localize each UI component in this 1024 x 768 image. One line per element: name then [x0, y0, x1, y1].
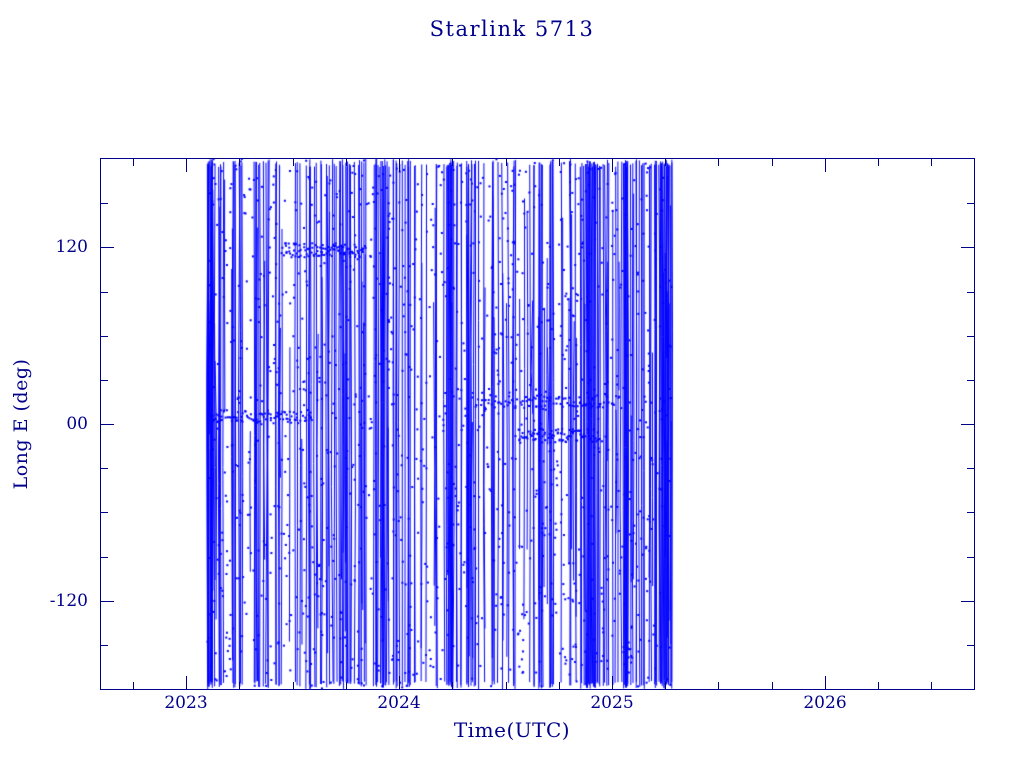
chart-title: Starlink 5713: [429, 17, 595, 41]
axis-tick: [825, 159, 826, 172]
plot-data-canvas: [101, 159, 974, 689]
axis-tick: [101, 645, 108, 646]
x-axis-label: Time(UTC): [453, 718, 571, 742]
axis-tick: [101, 247, 114, 248]
axis-tick: [878, 682, 879, 689]
axis-tick: [133, 682, 134, 689]
axis-tick: [506, 159, 507, 166]
axis-tick: [961, 247, 974, 248]
axis-tick: [967, 512, 974, 513]
axis-tick: [101, 512, 108, 513]
x-tick-label: 2025: [590, 693, 634, 713]
y-tick-label: -120: [49, 591, 88, 611]
axis-tick: [967, 292, 974, 293]
x-tick-label: 2023: [164, 693, 208, 713]
axis-tick: [718, 159, 719, 166]
axis-tick: [399, 159, 400, 172]
axis-tick: [612, 676, 613, 689]
axis-tick: [665, 159, 666, 166]
y-tick-label: 00: [66, 414, 88, 434]
axis-tick: [665, 682, 666, 689]
axis-tick: [506, 682, 507, 689]
axis-tick: [559, 682, 560, 689]
axis-tick: [452, 159, 453, 166]
axis-tick: [293, 682, 294, 689]
axis-tick: [967, 203, 974, 204]
axis-tick: [101, 468, 108, 469]
axis-tick: [967, 645, 974, 646]
axis-tick: [878, 159, 879, 166]
axis-tick: [967, 468, 974, 469]
axis-tick: [133, 159, 134, 166]
axis-tick: [961, 424, 974, 425]
axis-tick: [186, 159, 187, 172]
axis-tick: [931, 682, 932, 689]
plot-area: [100, 158, 975, 690]
axis-tick: [239, 682, 240, 689]
axis-tick: [772, 159, 773, 166]
axis-tick: [346, 159, 347, 166]
axis-tick: [772, 682, 773, 689]
axis-tick: [967, 336, 974, 337]
axis-tick: [967, 380, 974, 381]
axis-tick: [718, 682, 719, 689]
axis-tick: [967, 557, 974, 558]
y-tick-label: 120: [55, 237, 88, 257]
axis-tick: [346, 682, 347, 689]
axis-tick: [293, 159, 294, 166]
axis-tick: [101, 424, 114, 425]
axis-tick: [101, 557, 108, 558]
x-tick-label: 2026: [803, 693, 847, 713]
axis-tick: [239, 159, 240, 166]
axis-tick: [101, 203, 108, 204]
axis-tick: [101, 292, 108, 293]
axis-tick: [612, 159, 613, 172]
axis-tick: [961, 601, 974, 602]
axis-tick: [452, 682, 453, 689]
axis-tick: [825, 676, 826, 689]
axis-tick: [186, 676, 187, 689]
axis-tick: [101, 336, 108, 337]
axis-tick: [101, 601, 114, 602]
y-axis-label: Long E (deg): [10, 358, 32, 490]
axis-tick: [559, 159, 560, 166]
axis-tick: [931, 159, 932, 166]
axis-tick: [101, 380, 108, 381]
axis-tick: [399, 676, 400, 689]
x-tick-label: 2024: [377, 693, 421, 713]
